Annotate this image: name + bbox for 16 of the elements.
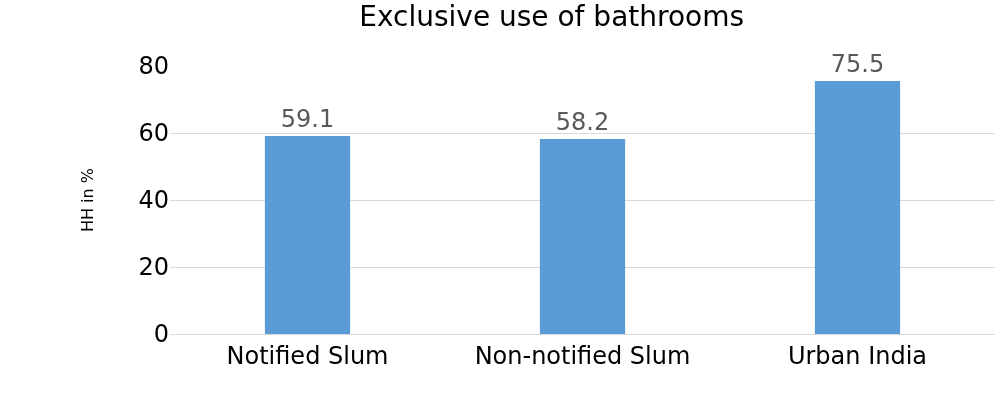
y-tick-label: 80 [138, 52, 169, 81]
data-label: 58.2 [555, 108, 610, 137]
y-tick-label: 40 [138, 186, 169, 215]
x-tick-label: Notified Slum [226, 341, 389, 370]
x-tick-label: Urban India [787, 341, 928, 370]
bar [814, 81, 901, 334]
data-label: 75.5 [830, 50, 885, 79]
y-tick-label: 0 [153, 320, 169, 349]
x-tick-label: Non-notified Slum [474, 341, 691, 370]
y-tick-label: 20 [138, 253, 169, 282]
y-axis-title: HH in % [78, 167, 98, 233]
chart-title: Exclusive use of bathrooms [359, 0, 745, 33]
bar [264, 136, 351, 334]
bar [539, 139, 626, 334]
data-label: 59.1 [280, 105, 335, 134]
y-tick-label: 60 [138, 119, 169, 148]
